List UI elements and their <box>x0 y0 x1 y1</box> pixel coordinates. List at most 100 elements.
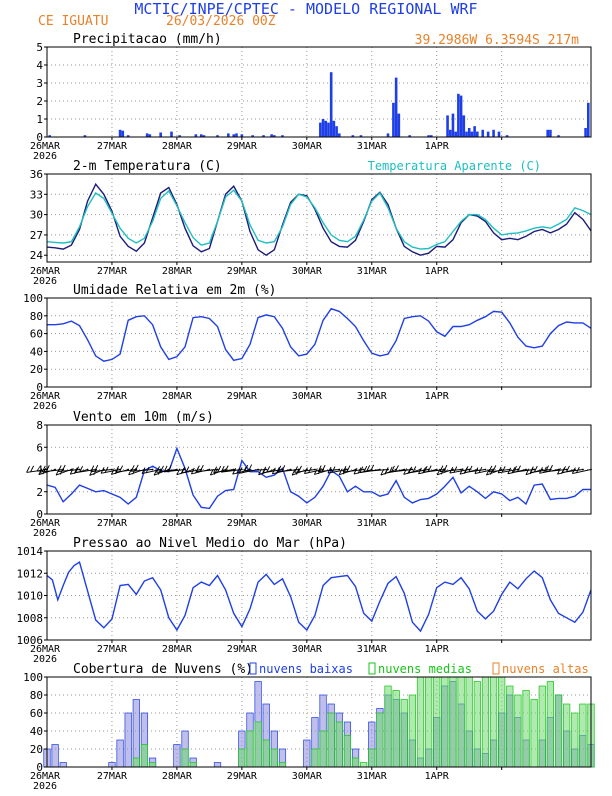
barb-flag <box>497 466 502 474</box>
panel-rh: 0 20 40 60 80 100 27MAR 28MAR 29MAR 30MAR 31MAR 1AP… <box>23 283 592 412</box>
barb-flag <box>313 468 318 475</box>
barb-flag <box>468 465 473 473</box>
barb-flag <box>321 464 326 472</box>
x-tick-label: 30MAR <box>292 266 323 277</box>
barb-flag <box>41 465 46 473</box>
precip-bar <box>329 72 333 137</box>
x-tick-label: 29MAR <box>227 644 258 655</box>
barb-flag <box>507 467 512 475</box>
barb-flag <box>30 465 35 473</box>
barb-flag <box>439 465 444 472</box>
precip-bar <box>448 129 452 137</box>
barb-flag <box>571 467 576 474</box>
barb-shaft <box>318 469 340 473</box>
x-tick-label: 31MAR <box>357 266 388 277</box>
cloud-bar-1 <box>262 739 270 768</box>
barb-flag <box>262 468 266 475</box>
barb-flag <box>57 465 62 472</box>
barb-flag <box>294 466 298 473</box>
legend-1: nuvens medias <box>378 662 472 676</box>
x-first-label: 26MAR <box>30 266 61 277</box>
barb-shaft <box>424 469 445 473</box>
panel-frame <box>46 676 592 768</box>
cloud-bar-1 <box>246 730 254 768</box>
wind-barb <box>130 464 154 472</box>
panel-title: Cobertura de Nuvens (%) <box>73 662 253 677</box>
x-tick-label: 29MAR <box>227 518 258 529</box>
barb-shaft <box>156 469 177 473</box>
cloud-bar-0 <box>132 699 140 768</box>
barb-flag <box>114 467 119 475</box>
cloud-bar-1 <box>384 685 392 768</box>
x-first-label: 26MAR <box>30 771 61 782</box>
barb-flag <box>130 465 135 472</box>
series-line-0 <box>46 446 591 510</box>
y-tick-label: 2 <box>36 486 43 499</box>
y-tick-label: 1010 <box>17 590 44 603</box>
station-name: CE IGUATU <box>38 14 108 29</box>
precip-bar <box>240 134 244 137</box>
precip-bar <box>270 134 273 137</box>
y-tick-label: 0 <box>36 381 43 394</box>
barb-origin <box>78 468 81 471</box>
cloud-bar-1 <box>376 712 384 768</box>
barb-origin <box>265 468 268 471</box>
x-tick-label: 28MAR <box>162 518 193 529</box>
barb-flag <box>104 466 109 474</box>
panels: 0 1 2 3 4 5 27MAR 28MAR 29MAR 30MAR 31MAR 1APR 26MAR… <box>17 32 595 792</box>
precip-bar <box>327 122 330 137</box>
barb-flag <box>408 466 413 474</box>
barb-flag <box>258 468 262 476</box>
precip-bar <box>467 128 471 137</box>
x-tick-label: 30MAR <box>292 391 323 402</box>
cloud-bar-1 <box>254 721 262 768</box>
barb-flag <box>291 469 296 476</box>
barb-flag <box>357 467 362 474</box>
barb-flag <box>529 466 534 473</box>
cloud-bar-1 <box>514 694 522 768</box>
x-tick-label: 27MAR <box>97 141 128 152</box>
cloud-bar-1 <box>441 676 449 768</box>
barb-flag <box>366 465 371 472</box>
cloud-bar-1 <box>433 676 441 768</box>
barb-flag <box>73 467 78 474</box>
precip-bar <box>430 135 433 137</box>
barb-flag <box>412 466 417 473</box>
barb-shaft <box>115 469 137 473</box>
barb-flag <box>238 467 243 474</box>
y-tick-label: 1 <box>36 113 43 126</box>
barb-flag <box>380 468 385 476</box>
x-tick-label: 28MAR <box>162 644 193 655</box>
barb-flag <box>549 464 553 472</box>
wind-barb <box>464 465 487 473</box>
barb-flag <box>163 465 168 473</box>
y-tick-label: 36 <box>30 168 43 181</box>
x-first-year: 2026 <box>33 528 57 539</box>
cloud-bar-1 <box>311 748 319 768</box>
precip-bar <box>351 135 355 137</box>
y-tick-label: 2 <box>36 95 43 108</box>
legend-0: nuvens baixas <box>259 662 353 676</box>
barb-shaft <box>42 469 64 473</box>
barb-flag <box>199 464 204 472</box>
precip-bar <box>232 134 236 137</box>
y-tick-label: 0 <box>36 131 43 144</box>
legend-apparent-temp: Temperatura Aparente (C) <box>368 159 541 173</box>
cloud-bar-1 <box>530 699 538 768</box>
barb-flag <box>407 467 412 475</box>
barb-flag <box>195 465 200 472</box>
y-tick-label: 1014 <box>17 545 44 558</box>
precip-bar <box>178 135 181 137</box>
y-tick-label: 1012 <box>17 567 44 580</box>
barb-origin <box>362 468 365 471</box>
cloud-bar-1 <box>449 676 457 768</box>
cloud-bar-1 <box>270 748 278 768</box>
x-tick-label: 30MAR <box>292 141 323 152</box>
precip-bar <box>386 133 390 137</box>
cloud-bar-1 <box>351 757 360 768</box>
legend-2: nuvens altas <box>502 662 589 676</box>
cloud-bar-1 <box>360 762 368 768</box>
barb-flag <box>160 465 164 473</box>
barb-flag <box>501 466 506 473</box>
